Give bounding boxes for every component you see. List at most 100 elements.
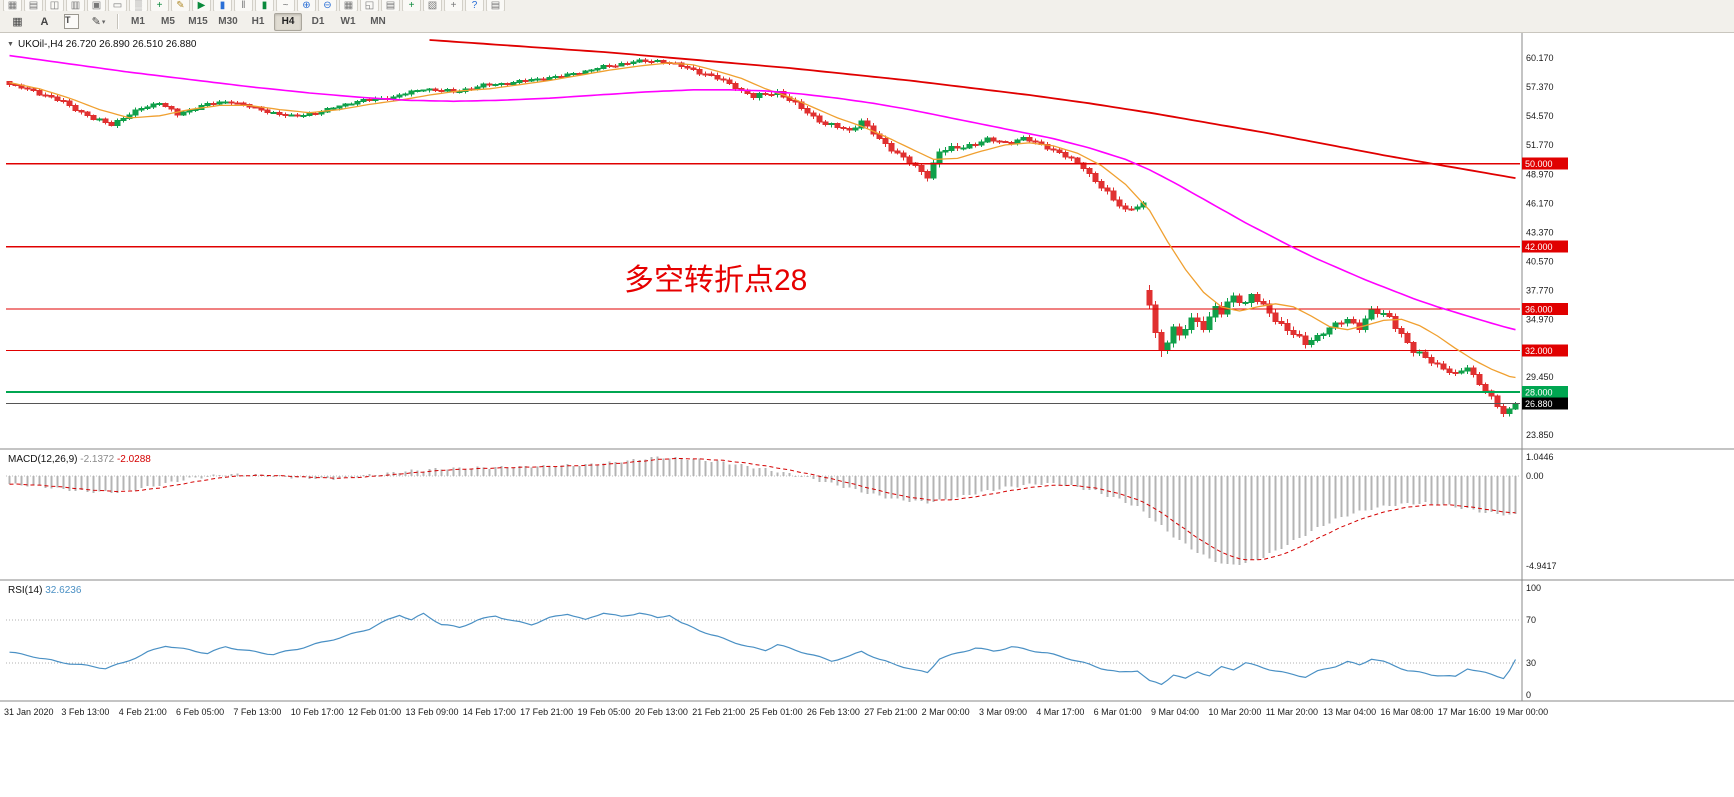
candle-body-up — [1512, 403, 1519, 410]
timeframe-m15-button[interactable]: M15 — [188, 16, 208, 27]
macd-bar — [1292, 476, 1295, 540]
strategy-tester-icon[interactable]: ▒ — [129, 0, 148, 11]
macd-bar — [422, 471, 425, 476]
macd-bar — [218, 475, 221, 477]
candle-body-up — [306, 112, 313, 116]
candle-body-down — [1272, 312, 1279, 322]
candle-body-down — [642, 59, 649, 63]
timeframe-d1-button[interactable]: D1 — [311, 16, 325, 27]
timeframe-m1-button[interactable]: M1 — [131, 16, 145, 27]
candle-body-down — [1086, 168, 1093, 175]
candle-body-up — [984, 137, 991, 143]
macd-bar — [446, 469, 449, 476]
macd-bar — [848, 476, 851, 488]
timeframe-m30-button[interactable]: M30 — [218, 16, 238, 27]
data-window-icon[interactable]: ▥ — [66, 0, 85, 11]
macd-bar — [554, 467, 557, 476]
candle-body-up — [930, 162, 937, 179]
draw-tool-button[interactable]: ✎ ▾ — [91, 16, 106, 28]
macd-bar — [1322, 476, 1325, 526]
macd-bar — [770, 470, 773, 476]
metaeditor-icon[interactable]: ✎ — [171, 0, 190, 11]
add-indicator-icon[interactable]: + — [402, 0, 421, 11]
macd-bar — [1022, 476, 1025, 486]
arrange-icons-icon[interactable]: ▤ — [381, 0, 400, 11]
macd-bar — [536, 466, 539, 476]
help-icon[interactable]: ? — [465, 0, 484, 11]
chart-line-icon[interactable]: ~ — [276, 0, 295, 11]
new-order-icon[interactable]: + — [150, 0, 169, 11]
candle-body-up — [150, 103, 157, 108]
macd-bar — [524, 465, 527, 476]
macd-bar — [44, 476, 47, 488]
macd-bar — [1034, 476, 1037, 485]
macd-bar — [356, 476, 359, 478]
candle-body-down — [1062, 152, 1069, 158]
timeframe-h1-button[interactable]: H1 — [251, 16, 265, 27]
candle-body-up — [942, 150, 949, 153]
text-tool-a-button[interactable]: A — [40, 15, 49, 28]
terminal-icon[interactable]: ▭ — [108, 0, 127, 11]
timeframe-w1-button[interactable]: W1 — [340, 16, 356, 27]
time-axis-label: 17 Mar 16:00 — [1438, 707, 1491, 717]
macd-bar — [1118, 476, 1121, 499]
autotrading-icon[interactable]: ▶ — [192, 0, 211, 11]
cascade-windows-icon[interactable]: ◱ — [360, 0, 379, 11]
timeframe-h4-button[interactable]: H4 — [274, 12, 302, 31]
macd-pane[interactable]: MACD(12,26,9) -2.1372 -2.0288 1.0446 0.00 -… — [6, 452, 1557, 571]
candle-body-down — [1386, 312, 1393, 318]
profiles-icon[interactable]: ▤ — [24, 0, 43, 11]
chart-grid-icon[interactable]: ▦ — [12, 16, 23, 28]
macd-bar — [1172, 476, 1175, 538]
chart-bars-icon[interactable]: ‖ — [234, 0, 253, 11]
print-icon[interactable]: ▤ — [486, 0, 505, 11]
candle-body-down — [108, 121, 115, 126]
level-42.000-badge-label: 42.000 — [1525, 242, 1553, 252]
macd-bar — [620, 462, 623, 476]
price-axis-label: 40.570 — [1526, 257, 1554, 267]
cursor-icon[interactable]: + — [444, 0, 463, 11]
macd-bar — [1124, 476, 1127, 503]
timeframe-m5-button[interactable]: M5 — [161, 16, 175, 27]
text-label-tool-button[interactable]: T — [59, 12, 84, 31]
time-axis-label: 21 Feb 21:00 — [692, 707, 745, 717]
tile-windows-icon[interactable]: ▦ — [339, 0, 358, 11]
candle-body-up — [288, 114, 295, 117]
candle-body-down — [102, 118, 109, 123]
main-pane[interactable]: 多空转折点28 — [6, 39, 1520, 418]
price-axis-label: 37.770 — [1526, 286, 1554, 296]
candle-body-down — [834, 123, 841, 129]
candle-body-up — [1458, 370, 1465, 374]
market-watch-icon[interactable]: ◫ — [45, 0, 64, 11]
new-chart-icon[interactable]: ▮ — [213, 0, 232, 11]
macd-bar — [740, 463, 743, 476]
charts-icon[interactable]: ▦ — [3, 0, 22, 11]
rsi-pane[interactable]: RSI(14) 32.6236 100 70 30 0 — [6, 583, 1541, 700]
candle-body-up — [600, 64, 607, 70]
chart-svg[interactable]: 多空转折点28 ▼ UKOil-,H4 26.720 26.890 26.510 2… — [0, 33, 1734, 797]
macd-bar — [338, 476, 341, 479]
candle-body-up — [564, 73, 571, 78]
macd-bar — [542, 464, 545, 476]
candle-body-down — [66, 100, 73, 107]
candle-body-down — [1398, 327, 1405, 335]
candle-body-down — [900, 152, 907, 158]
chart-candles-icon[interactable]: ▮ — [255, 0, 274, 11]
templates-icon[interactable]: ▧ — [423, 0, 442, 11]
price-axis[interactable]: 60.170 57.370 54.570 51.770 48.970 46.170 43.3… — [1522, 53, 1568, 440]
candle-body-down — [522, 79, 529, 82]
macd-bar — [98, 476, 101, 492]
macd-bar — [704, 460, 707, 476]
zoom-in-icon[interactable]: ⊕ — [297, 0, 316, 11]
candle-body-up — [618, 63, 625, 67]
candle-body-down — [864, 120, 871, 127]
time-axis[interactable]: 31 Jan 2020 3 Feb 13:00 4 Feb 21:00 6 Feb 0… — [4, 707, 1548, 717]
time-axis-label: 11 Mar 20:00 — [1266, 707, 1318, 717]
one-click-trading-icon[interactable]: ▼ — [7, 41, 14, 48]
zoom-out-icon[interactable]: ⊖ — [318, 0, 337, 11]
candle-body-down — [996, 140, 1003, 143]
timeframe-mn-button[interactable]: MN — [370, 16, 386, 27]
level-28.000-badge-label: 28.000 — [1525, 388, 1553, 398]
time-axis-label: 19 Mar 00:00 — [1495, 707, 1548, 717]
navigator-icon[interactable]: ▣ — [87, 0, 106, 11]
